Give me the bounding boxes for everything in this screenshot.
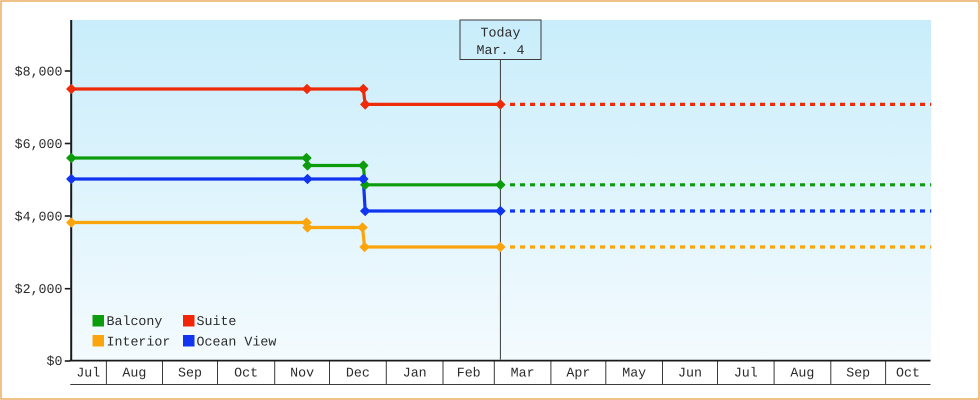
svg-text:Mar: Mar [511,366,535,381]
svg-text:Apr: Apr [566,366,590,381]
svg-text:Mar. 4: Mar. 4 [477,43,525,58]
svg-text:Oct: Oct [896,366,920,381]
svg-text:Today: Today [481,26,521,41]
svg-text:Sep: Sep [178,366,202,381]
svg-text:$2,000: $2,000 [15,282,63,297]
svg-text:Jan: Jan [403,366,427,381]
svg-text:Aug: Aug [790,366,814,381]
svg-text:Balcony: Balcony [107,314,163,329]
svg-text:Interior: Interior [107,334,171,349]
svg-text:Jul: Jul [76,366,100,381]
svg-text:Jul: Jul [734,366,758,381]
svg-text:Nov: Nov [290,366,314,381]
svg-text:Jun: Jun [678,366,702,381]
svg-text:Sep: Sep [846,366,870,381]
svg-text:May: May [622,366,646,381]
svg-text:Dec: Dec [346,366,370,381]
svg-text:$6,000: $6,000 [15,137,63,152]
svg-text:$0: $0 [47,354,63,369]
svg-text:Feb: Feb [457,366,481,381]
svg-text:Ocean View: Ocean View [197,334,277,349]
svg-text:Aug: Aug [122,366,146,381]
svg-text:Suite: Suite [197,314,237,329]
svg-text:$4,000: $4,000 [15,210,63,225]
svg-text:Oct: Oct [234,366,258,381]
svg-text:$8,000: $8,000 [15,65,63,80]
